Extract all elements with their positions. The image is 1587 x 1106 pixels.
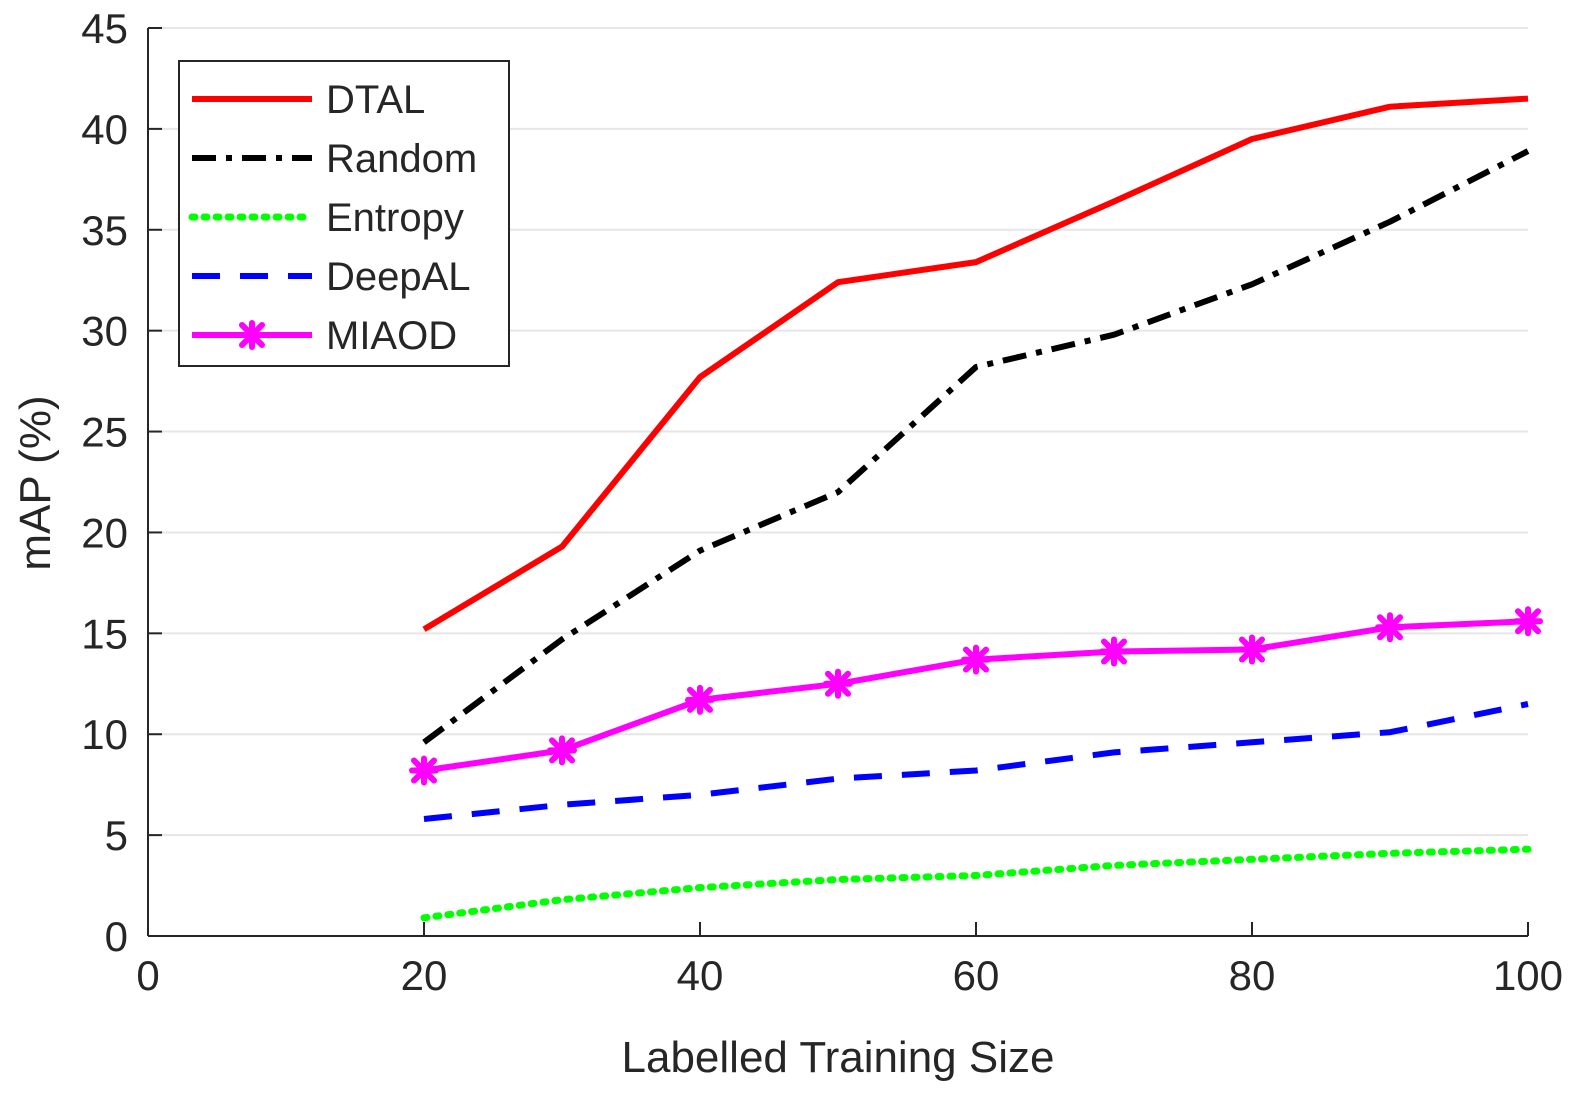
y-tick-label-15: 15: [81, 610, 128, 657]
data-point-miaod-20: [409, 755, 439, 786]
data-point-miaod-40: [685, 684, 715, 715]
legend-label-miaod: MIAOD: [326, 314, 457, 358]
legend-label-deepal: DeepAL: [326, 255, 471, 299]
data-point-miaod-30: [547, 735, 577, 766]
y-tick-label-10: 10: [81, 711, 128, 758]
y-tick-label-20: 20: [81, 509, 128, 556]
series-line-dtal: [422, 95, 1529, 632]
y-tick-label-40: 40: [81, 106, 128, 153]
x-tick-label-20: 20: [401, 952, 448, 999]
x-tick-label-40: 40: [677, 952, 724, 999]
y-axis-title: mAP (%): [11, 395, 60, 570]
x-tick-label-0: 0: [136, 952, 159, 999]
y-axis-ticks: 0 5 10 15 20 25 30 35 40 45: [81, 5, 162, 960]
data-point-miaod-90: [1375, 612, 1405, 643]
y-tick-label-35: 35: [81, 207, 128, 254]
series-line-deepal: [423, 701, 1529, 822]
series-line-random: [422, 148, 1530, 745]
y-tick-label-45: 45: [81, 5, 128, 52]
x-tick-label-100: 100: [1493, 952, 1563, 999]
y-tick-label-5: 5: [105, 812, 128, 859]
data-point-miaod-70: [1099, 636, 1129, 667]
legend-label-dtal: DTAL: [326, 78, 425, 122]
data-point-miaod-50: [823, 668, 853, 699]
series-line-entropy: [420, 845, 1532, 922]
x-tick-label-80: 80: [1229, 952, 1276, 999]
data-point-miaod-80: [1237, 634, 1267, 665]
series-line-miaod: [423, 618, 1529, 774]
x-axis-title: Labelled Training Size: [622, 1033, 1055, 1082]
x-axis-ticks: 0 20 40 60 80 100: [136, 922, 1563, 999]
x-tick-label-60: 60: [953, 952, 1000, 999]
y-tick-label-30: 30: [81, 308, 128, 355]
y-tick-label-0: 0: [105, 913, 128, 960]
series-group: [409, 95, 1543, 922]
legend-marker-miaod: [237, 320, 267, 350]
axes: [147, 28, 1528, 937]
legend: DTAL Random Entropy DeepAL MIAOD: [178, 60, 510, 367]
legend-label-entropy: Entropy: [326, 196, 464, 240]
data-point-miaod-100: [1513, 606, 1543, 637]
y-tick-label-25: 25: [81, 409, 128, 456]
data-point-miaod-60: [961, 644, 991, 675]
legend-box: [178, 60, 510, 367]
legend-label-random: Random: [326, 137, 477, 181]
